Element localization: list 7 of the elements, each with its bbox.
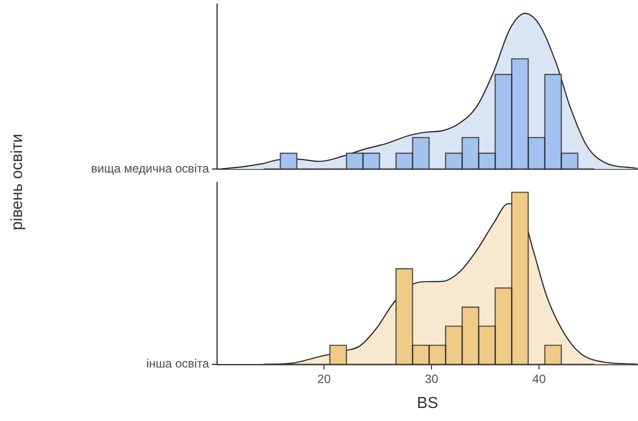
x-tick-label: 30	[424, 372, 439, 386]
x-tick-label: 40	[532, 372, 546, 386]
text: інша освіта	[146, 356, 210, 371]
series-label: вища медична освіта	[91, 161, 210, 176]
x-tick-label: 20	[317, 372, 332, 386]
text: рівень освіти	[9, 134, 27, 230]
x-axis-title: BS	[416, 394, 438, 412]
